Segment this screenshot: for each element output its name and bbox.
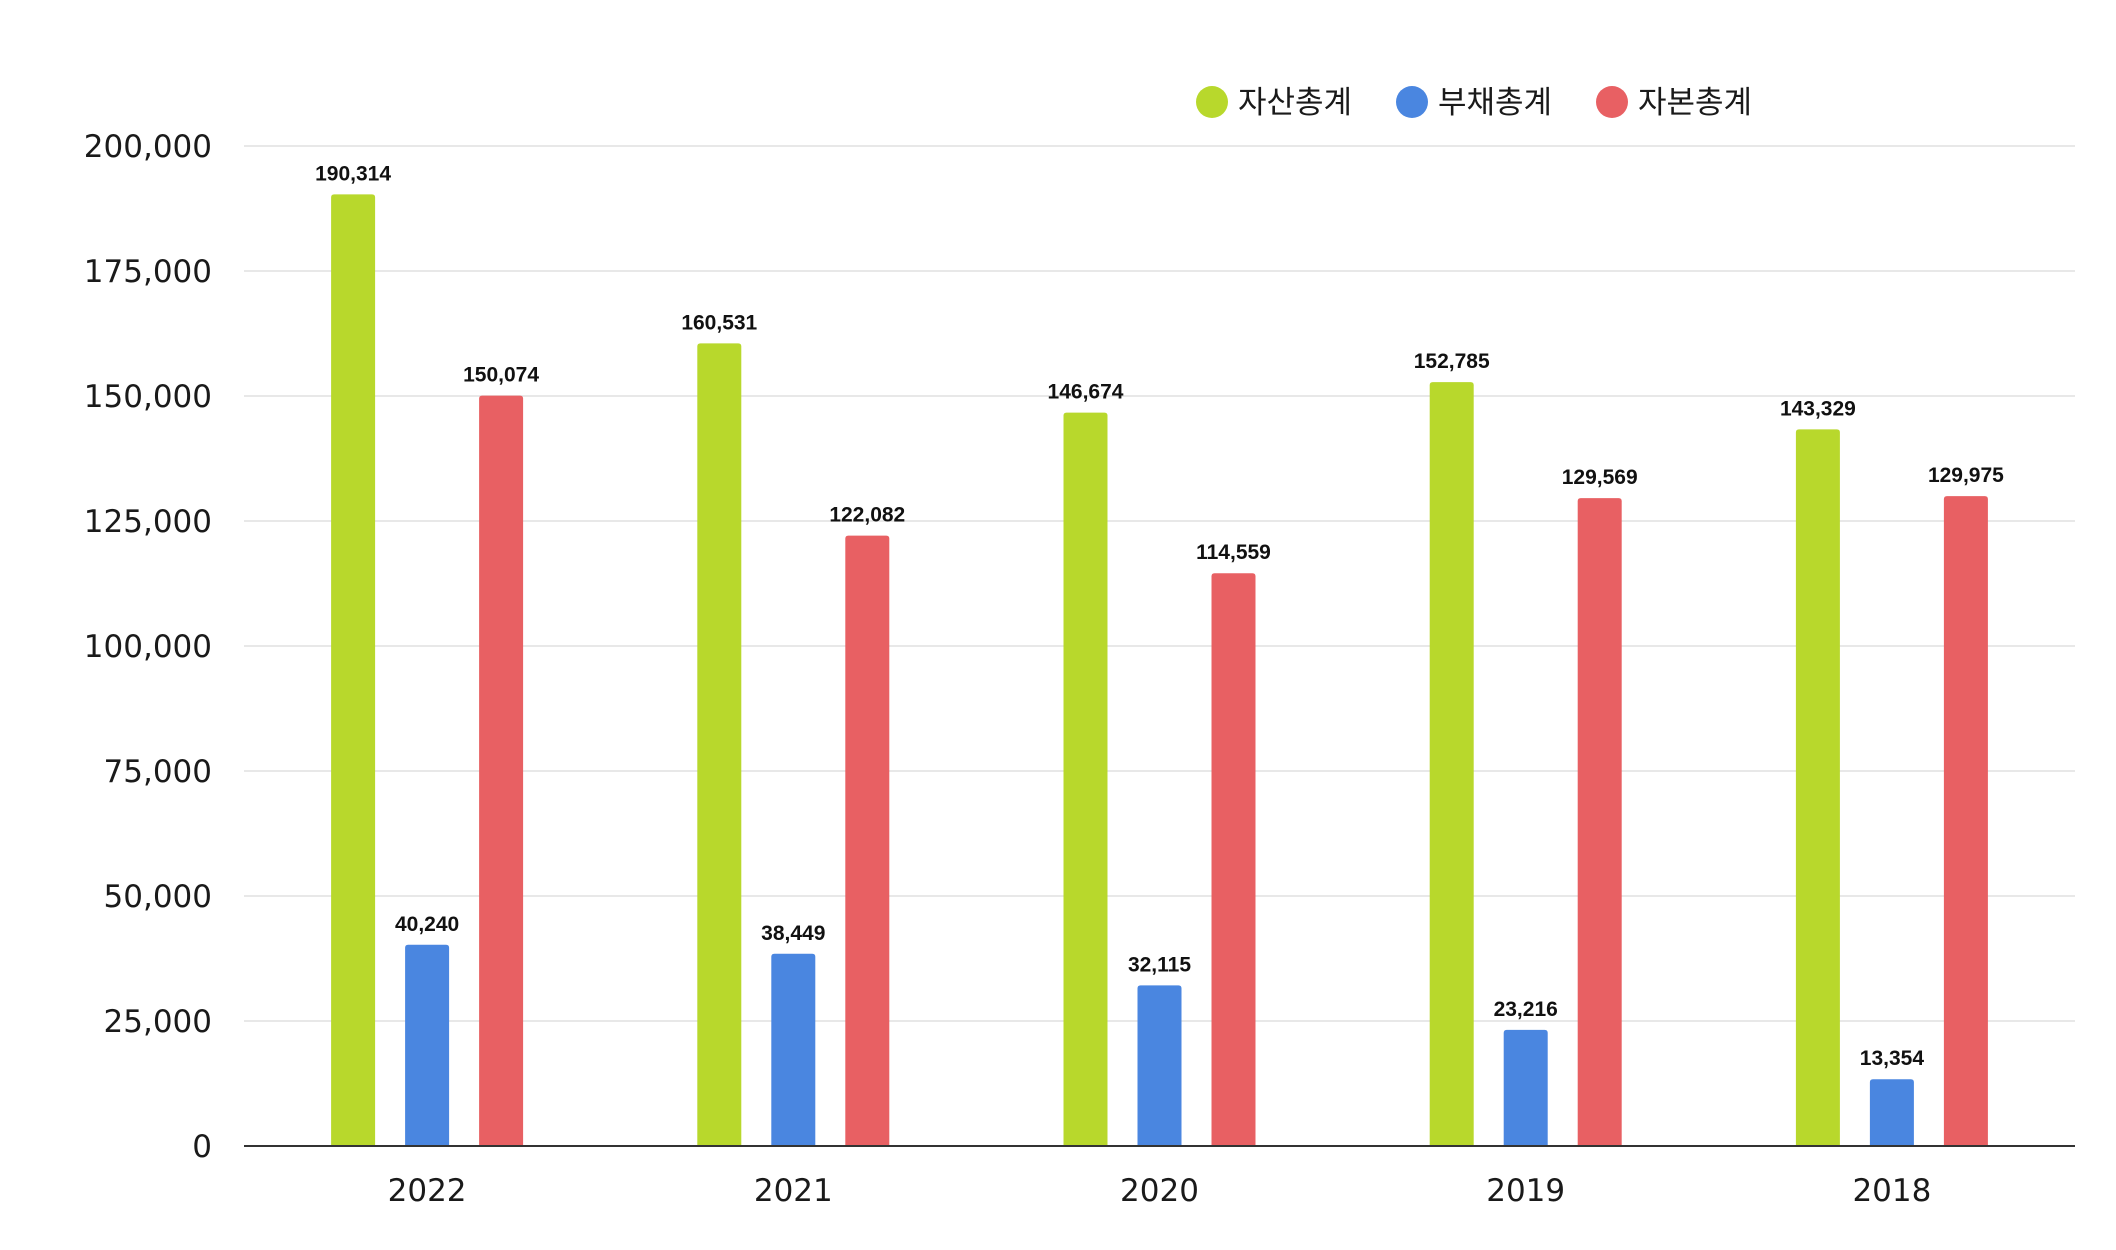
bar-2022-series-1 [405, 944, 450, 1146]
x-category-label: 2022 [388, 1173, 467, 1209]
y-tick-label: 75,000 [104, 754, 212, 790]
data-labels: 190,314 40,240 150,074 160,531 38,449 122,082… [315, 162, 2004, 1070]
data-label: 129,569 [1562, 466, 1638, 489]
data-label: 13,354 [1860, 1047, 1925, 1070]
x-category-label: 2019 [1486, 1173, 1565, 1209]
data-label: 32,115 [1128, 953, 1191, 976]
legend-label: 부채총계 [1438, 85, 1552, 121]
data-label: 38,449 [761, 922, 825, 945]
legend-swatch [1196, 86, 1228, 118]
bar-2019-series-2 [1577, 498, 1622, 1146]
data-label: 160,531 [681, 311, 757, 334]
data-label: 146,674 [1048, 381, 1124, 404]
data-label: 23,216 [1494, 998, 1558, 1021]
legend-swatch [1396, 86, 1428, 118]
data-label: 40,240 [395, 913, 459, 936]
legend: 자산총계 부채총계 자본총계 [1196, 85, 1752, 121]
bars [331, 194, 1988, 1147]
data-label: 150,074 [463, 364, 539, 387]
bar-2020-series-0 [1063, 412, 1108, 1146]
bar-2018-series-2 [1943, 496, 1988, 1146]
x-axis-category-labels: 2022 2021 2020 2019 2018 [388, 1173, 1932, 1209]
bar-2020-series-1 [1137, 985, 1182, 1146]
bar-2021-series-0 [697, 343, 742, 1147]
bar-2018-series-0 [1795, 429, 1840, 1147]
data-label: 190,314 [315, 162, 391, 185]
bar-2019-series-0 [1429, 382, 1474, 1146]
legend-swatch [1596, 86, 1628, 118]
data-label: 129,975 [1928, 464, 2004, 487]
bar-2022-series-2 [479, 395, 524, 1146]
data-label: 152,785 [1414, 350, 1490, 373]
data-label: 143,329 [1780, 397, 1856, 420]
y-tick-label: 100,000 [84, 629, 212, 665]
y-tick-label: 175,000 [84, 254, 212, 290]
y-tick-label: 150,000 [84, 379, 212, 415]
y-tick-label: 0 [192, 1129, 212, 1165]
legend-label: 자본총계 [1638, 85, 1752, 121]
y-tick-label: 25,000 [104, 1004, 212, 1040]
bar-2021-series-1 [771, 953, 816, 1146]
legend-label: 자산총계 [1238, 85, 1352, 121]
bar-2019-series-1 [1503, 1029, 1548, 1146]
data-label: 122,082 [829, 504, 905, 527]
x-category-label: 2020 [1120, 1173, 1199, 1209]
gridlines [244, 145, 2075, 1022]
y-tick-label: 125,000 [84, 504, 212, 540]
y-tick-label: 200,000 [84, 129, 212, 165]
bar-2021-series-2 [845, 535, 890, 1146]
bar-2018-series-1 [1869, 1079, 1914, 1146]
y-axis-tick-labels: 0 25,000 50,000 75,000 100,000 125,000 150,000… [84, 129, 212, 1165]
bar-2020-series-2 [1211, 573, 1256, 1146]
bar-2022-series-0 [331, 194, 376, 1146]
data-label: 114,559 [1196, 541, 1271, 564]
y-tick-label: 50,000 [104, 879, 212, 915]
x-category-label: 2021 [754, 1173, 833, 1209]
x-category-label: 2018 [1852, 1173, 1931, 1209]
